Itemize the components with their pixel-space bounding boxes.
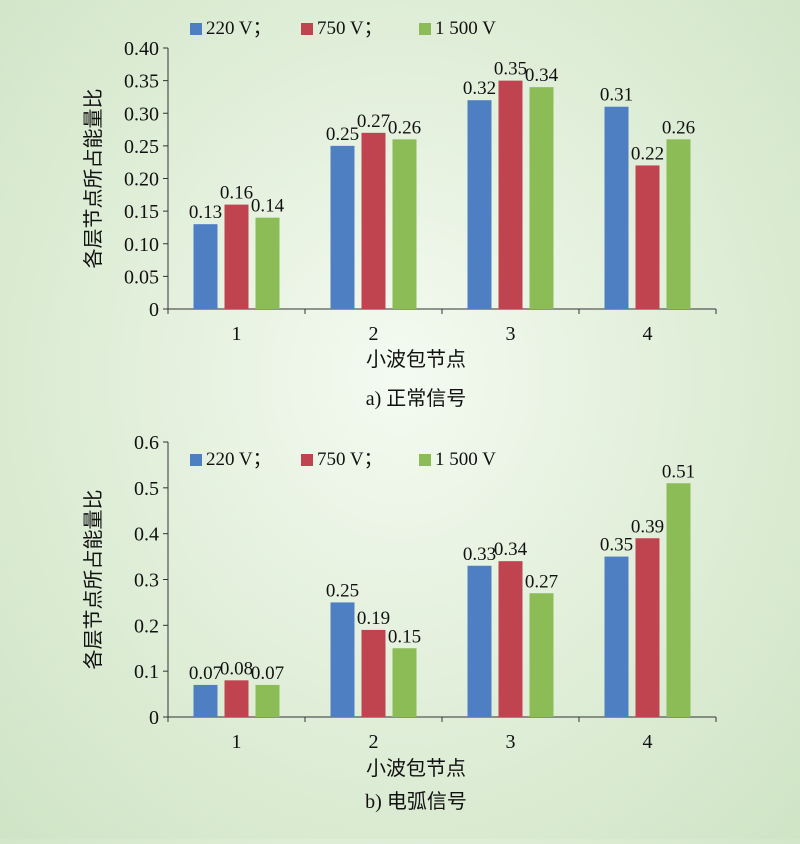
chart-2-x-axis-title: 小波包节点 [366, 757, 466, 780]
chart-2-y-tick-label: 0.6 [134, 432, 159, 454]
chart-1-data-label: 0.31 [600, 85, 633, 106]
chart-2-legend-swatch [190, 454, 202, 466]
chart-2-data-label: 0.39 [631, 516, 664, 537]
chart-1-data-label: 0.14 [251, 196, 285, 217]
chart-1-legend-label: 220 V； [206, 18, 272, 39]
chart-1-legend-swatch [419, 23, 431, 35]
chart-1-bar [255, 217, 280, 309]
chart-1-x-axis-title: 小波包节点 [366, 348, 466, 371]
chart-1-bar [529, 87, 554, 310]
chart-2-data-label: 0.07 [251, 663, 284, 684]
chart-2-data-label: 0.19 [357, 608, 390, 629]
chart-1-bar [635, 165, 660, 309]
chart-2-bar [255, 684, 280, 717]
chart-1-y-tick-label: 0.40 [124, 38, 159, 60]
chart-1-x-tick-label: 3 [506, 323, 516, 345]
chart-2-bar [529, 593, 554, 717]
chart-1-data-label: 0.34 [525, 65, 559, 86]
chart-2-bar [666, 483, 691, 717]
chart-2-x-tick-label: 2 [369, 731, 379, 753]
chart-2-y-axis-title: 各层节点所占能量比 [82, 490, 105, 670]
chart-2-data-label: 0.07 [189, 663, 222, 684]
chart-1-legend-swatch [301, 23, 313, 35]
chart-1-data-label: 0.22 [631, 143, 664, 164]
chart-2-legend-swatch [301, 454, 313, 466]
chart-1-caption: a) 正常信号 [366, 387, 467, 410]
chart-1-data-label: 0.13 [189, 202, 222, 223]
chart-1-data-label: 0.26 [388, 117, 421, 138]
chart-1-y-tick-label: 0.10 [124, 234, 159, 256]
chart-1-data-label: 0.35 [494, 59, 527, 80]
chart-1-legend-swatch [190, 23, 202, 35]
chart-1-y-tick-label: 0 [149, 299, 159, 321]
chart-1-y-tick-label: 0.15 [124, 201, 159, 223]
chart-1-bar [361, 132, 386, 309]
chart-2-legend-label: 220 V； [206, 449, 272, 470]
chart-1-bar [330, 145, 355, 309]
chart-2-y-tick-label: 0.2 [134, 615, 159, 637]
chart-2-x-tick-label: 1 [232, 731, 242, 753]
chart-2-data-label: 0.33 [463, 544, 496, 565]
chart-1-bar [604, 106, 629, 309]
chart-1-legend-label: 750 V； [317, 18, 383, 39]
chart-1-bar [224, 204, 249, 309]
chart-2-bar [604, 556, 629, 717]
chart-1-x-tick-label: 2 [369, 323, 379, 345]
chart-1-y-tick-label: 0.05 [124, 266, 159, 288]
chart-1-y-axis-title: 各层节点所占能量比 [82, 89, 105, 269]
chart-2-bar [467, 565, 492, 717]
chart-2-caption: b) 电弧信号 [365, 790, 467, 813]
chart-2-y-tick-label: 0.1 [134, 661, 159, 683]
chart-2-y-tick-label: 0.3 [134, 570, 159, 592]
chart-2-bar [193, 684, 218, 717]
chart-2-data-label: 0.27 [525, 571, 558, 592]
chart-2-x-tick-label: 4 [643, 731, 653, 753]
chart-2-data-label: 0.15 [388, 626, 421, 647]
chart-2-x-tick-label: 3 [506, 731, 516, 753]
chart-1-bar [467, 100, 492, 309]
chart-2-data-label: 0.08 [220, 658, 253, 679]
chart-2-bar [330, 602, 355, 717]
chart-2-y-tick-label: 0.5 [134, 478, 159, 500]
chart-1-data-label: 0.32 [463, 78, 496, 99]
chart-2-data-label: 0.51 [662, 461, 695, 482]
chart-2-data-label: 0.35 [600, 535, 633, 556]
chart-1-bar [392, 139, 417, 309]
chart-2-legend-swatch [419, 454, 431, 466]
chart-1-data-label: 0.27 [357, 111, 390, 132]
chart-1-legend-label: 1 500 V [435, 18, 496, 39]
chart-2-bar [224, 680, 249, 717]
chart-1-bar [666, 139, 691, 309]
chart-2-data-label: 0.25 [326, 580, 359, 601]
chart-1-y-tick-label: 0.35 [124, 71, 159, 93]
chart-1-y-tick-label: 0.25 [124, 136, 159, 158]
chart-2-bar [635, 538, 660, 717]
chart-2-bar [498, 561, 523, 717]
chart-1-bar [193, 224, 218, 309]
chart-2-bar [392, 648, 417, 717]
chart-2-bar [361, 629, 386, 717]
chart-2-y-tick-label: 0 [149, 707, 159, 729]
chart-2-data-label: 0.34 [494, 539, 528, 560]
chart-1-data-label: 0.16 [220, 183, 253, 204]
chart-1-x-tick-label: 1 [232, 323, 242, 345]
chart-1-data-label: 0.25 [326, 124, 359, 145]
chart-1-bar [498, 80, 523, 309]
chart-1-y-tick-label: 0.20 [124, 169, 159, 191]
chart-1-x-tick-label: 4 [643, 323, 653, 345]
chart-2-legend-label: 1 500 V [435, 449, 496, 470]
chart-1-y-tick-label: 0.30 [124, 103, 159, 125]
chart-2-y-tick-label: 0.4 [134, 524, 159, 546]
chart-2-legend-label: 750 V； [317, 449, 383, 470]
chart-1-data-label: 0.26 [662, 117, 695, 138]
